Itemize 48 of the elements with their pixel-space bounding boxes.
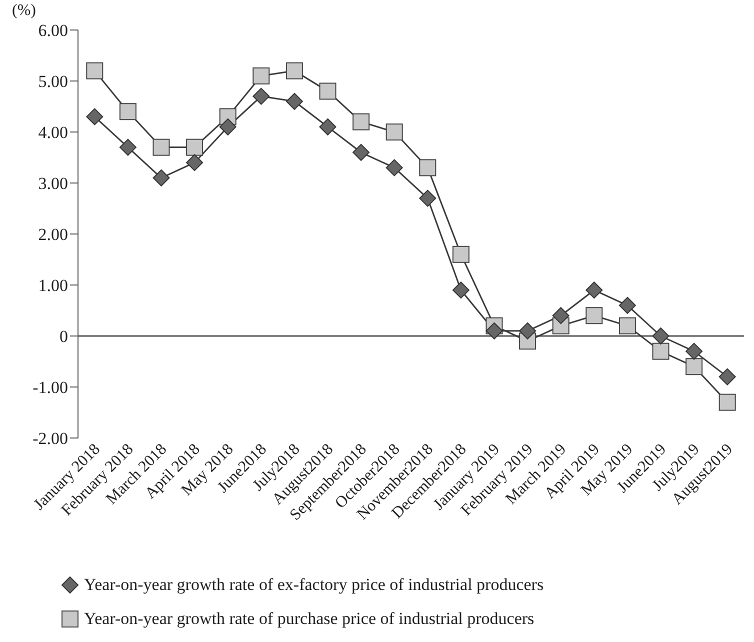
point bbox=[252, 67, 270, 84]
point bbox=[452, 282, 470, 299]
point bbox=[186, 138, 204, 156]
point bbox=[486, 322, 503, 340]
point bbox=[86, 62, 104, 80]
point bbox=[718, 394, 736, 411]
point bbox=[386, 159, 403, 176]
y-tick-label: -2.00 bbox=[32, 429, 68, 448]
point bbox=[319, 118, 336, 136]
point bbox=[352, 144, 370, 161]
y-tick-label: 6.00 bbox=[38, 21, 68, 40]
point bbox=[319, 82, 336, 100]
point bbox=[686, 358, 703, 376]
y-tick-label: 2.00 bbox=[38, 225, 68, 244]
point bbox=[186, 154, 204, 172]
point bbox=[686, 342, 703, 360]
legend-label: Year-on-year growth rate of purchase price of industrial producers bbox=[84, 609, 534, 629]
point bbox=[718, 368, 736, 386]
point bbox=[652, 328, 670, 344]
y-tick-label: 5.00 bbox=[38, 72, 68, 92]
point bbox=[618, 296, 636, 314]
point bbox=[286, 62, 303, 80]
y-axis-title: (%) bbox=[12, 2, 36, 20]
point bbox=[586, 282, 603, 299]
point bbox=[652, 342, 670, 360]
point bbox=[452, 246, 470, 263]
point bbox=[552, 307, 570, 324]
y-tick-label: 1.00 bbox=[38, 276, 68, 296]
point bbox=[419, 159, 436, 176]
point bbox=[86, 108, 104, 126]
y-tick-label: 0 bbox=[60, 327, 68, 346]
point bbox=[252, 88, 270, 105]
point bbox=[386, 124, 403, 140]
point bbox=[586, 307, 603, 324]
legend-label: Year-on-year growth rate of ex-factory price of industrial producers bbox=[84, 575, 544, 595]
y-tick-label: 4.00 bbox=[38, 123, 68, 142]
point bbox=[286, 92, 303, 110]
point bbox=[352, 113, 370, 130]
point bbox=[152, 169, 170, 186]
point bbox=[119, 103, 136, 120]
point bbox=[419, 190, 436, 207]
point bbox=[618, 317, 636, 334]
point bbox=[152, 138, 170, 156]
y-tick-label: 3.00 bbox=[38, 174, 68, 194]
point bbox=[519, 322, 536, 340]
point bbox=[119, 138, 136, 156]
point bbox=[219, 118, 236, 136]
y-tick-label: -1.00 bbox=[32, 378, 68, 398]
